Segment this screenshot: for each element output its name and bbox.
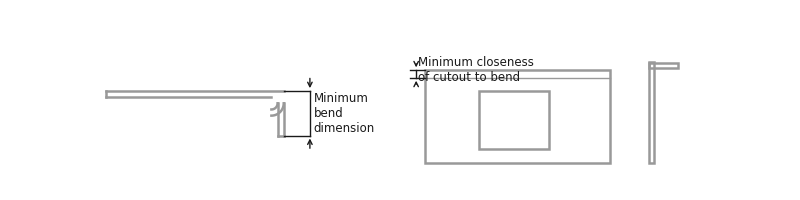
Bar [426, 70, 610, 163]
Bar [649, 62, 654, 163]
Bar [479, 91, 549, 149]
Bar [649, 62, 678, 68]
Text: Minimum closeness
of cutout to bend: Minimum closeness of cutout to bend [418, 56, 534, 84]
Text: Minimum
bend
dimension: Minimum bend dimension [314, 92, 375, 135]
